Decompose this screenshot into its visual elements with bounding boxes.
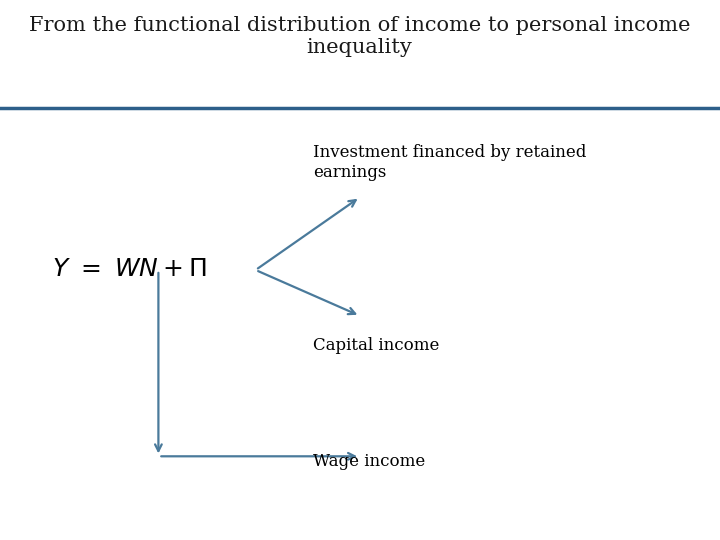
- Text: Capital income: Capital income: [313, 338, 440, 354]
- Text: Investment financed by retained
earnings: Investment financed by retained earnings: [313, 144, 587, 181]
- Text: From the functional distribution of income to personal income
inequality: From the functional distribution of inco…: [29, 16, 690, 57]
- Text: Wage income: Wage income: [313, 453, 426, 470]
- Text: $Y\ =\ WN+\Pi$: $Y\ =\ WN+\Pi$: [53, 259, 207, 281]
